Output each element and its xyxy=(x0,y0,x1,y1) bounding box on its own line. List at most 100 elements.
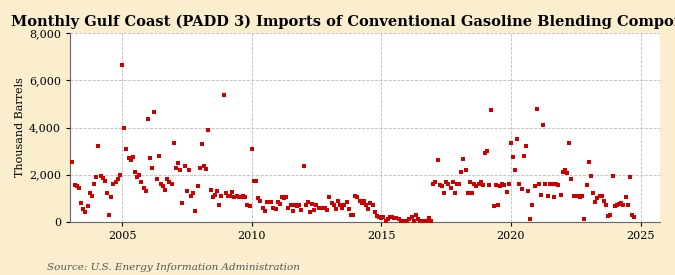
Point xyxy=(493,203,504,207)
Point xyxy=(136,180,147,184)
Point xyxy=(352,195,363,199)
Point xyxy=(72,184,82,189)
Point xyxy=(203,128,214,132)
Point xyxy=(177,201,188,205)
Point xyxy=(603,214,614,218)
Point xyxy=(568,194,579,198)
Point xyxy=(290,203,300,207)
Point xyxy=(279,196,290,200)
Point xyxy=(448,180,458,184)
Point xyxy=(212,189,223,193)
Point xyxy=(579,217,590,222)
Point xyxy=(572,194,583,198)
Point xyxy=(558,170,568,174)
Point xyxy=(622,203,633,207)
Point xyxy=(335,203,346,207)
Point xyxy=(242,203,252,207)
Point xyxy=(192,184,203,189)
Point xyxy=(598,198,609,203)
Point xyxy=(147,165,158,170)
Point xyxy=(292,204,302,209)
Point xyxy=(250,178,261,183)
Point xyxy=(302,199,313,204)
Point xyxy=(104,213,115,217)
Point xyxy=(376,216,387,220)
Point xyxy=(430,180,441,184)
Point xyxy=(628,215,639,219)
Point xyxy=(415,218,426,223)
Point xyxy=(322,208,333,212)
Point xyxy=(346,213,356,217)
Point xyxy=(209,192,220,197)
Point xyxy=(396,218,406,223)
Point xyxy=(426,218,437,223)
Point xyxy=(225,194,236,198)
Point xyxy=(417,218,428,223)
Point xyxy=(248,178,259,183)
Point xyxy=(97,176,108,180)
Point xyxy=(454,182,464,186)
Point xyxy=(488,204,499,209)
Point xyxy=(272,199,283,204)
Point xyxy=(378,215,389,219)
Point xyxy=(160,188,171,192)
Point xyxy=(309,208,320,212)
Point xyxy=(523,189,534,193)
Point xyxy=(477,183,488,188)
Point xyxy=(296,208,307,212)
Point xyxy=(252,196,263,200)
Point xyxy=(529,184,540,189)
Point xyxy=(436,184,447,189)
Point xyxy=(607,174,618,178)
Point xyxy=(264,199,275,204)
Point xyxy=(80,210,90,214)
Point xyxy=(404,217,414,222)
Point xyxy=(194,165,205,170)
Point xyxy=(382,217,393,222)
Point xyxy=(536,192,547,197)
Point xyxy=(84,191,95,196)
Point xyxy=(556,192,566,197)
Point xyxy=(175,168,186,172)
Point xyxy=(132,175,142,179)
Point xyxy=(227,190,238,194)
Point xyxy=(167,182,178,186)
Point xyxy=(421,218,432,223)
Point xyxy=(504,182,514,186)
Point xyxy=(88,182,99,186)
Point xyxy=(612,203,622,207)
Point xyxy=(484,183,495,188)
Point xyxy=(468,182,479,186)
Point xyxy=(274,202,285,206)
Point xyxy=(306,202,317,206)
Point xyxy=(180,164,190,169)
Point xyxy=(348,213,358,217)
Point xyxy=(184,168,194,172)
Point xyxy=(108,182,119,186)
Point xyxy=(90,175,101,179)
Point xyxy=(281,195,292,199)
Point xyxy=(110,180,121,184)
Point xyxy=(398,218,408,223)
Point xyxy=(144,156,155,160)
Point xyxy=(298,164,309,169)
Point xyxy=(331,207,342,211)
Point xyxy=(171,165,182,170)
Point xyxy=(583,160,594,164)
Point xyxy=(236,195,246,199)
Point xyxy=(214,203,225,207)
Title: Monthly Gulf Coast (PADD 3) Imports of Conventional Gasoline Blending Components: Monthly Gulf Coast (PADD 3) Imports of C… xyxy=(11,15,675,29)
Point xyxy=(464,180,475,184)
Text: Source: U.S. Energy Information Administration: Source: U.S. Energy Information Administ… xyxy=(47,263,300,272)
Point xyxy=(445,185,456,190)
Point xyxy=(257,205,268,210)
Point xyxy=(452,182,462,186)
Point xyxy=(458,157,469,161)
Point xyxy=(238,194,248,198)
Point xyxy=(134,172,145,177)
Point xyxy=(363,207,374,211)
Point xyxy=(123,156,134,160)
Point xyxy=(385,215,396,219)
Point xyxy=(255,198,266,203)
Point xyxy=(244,204,255,209)
